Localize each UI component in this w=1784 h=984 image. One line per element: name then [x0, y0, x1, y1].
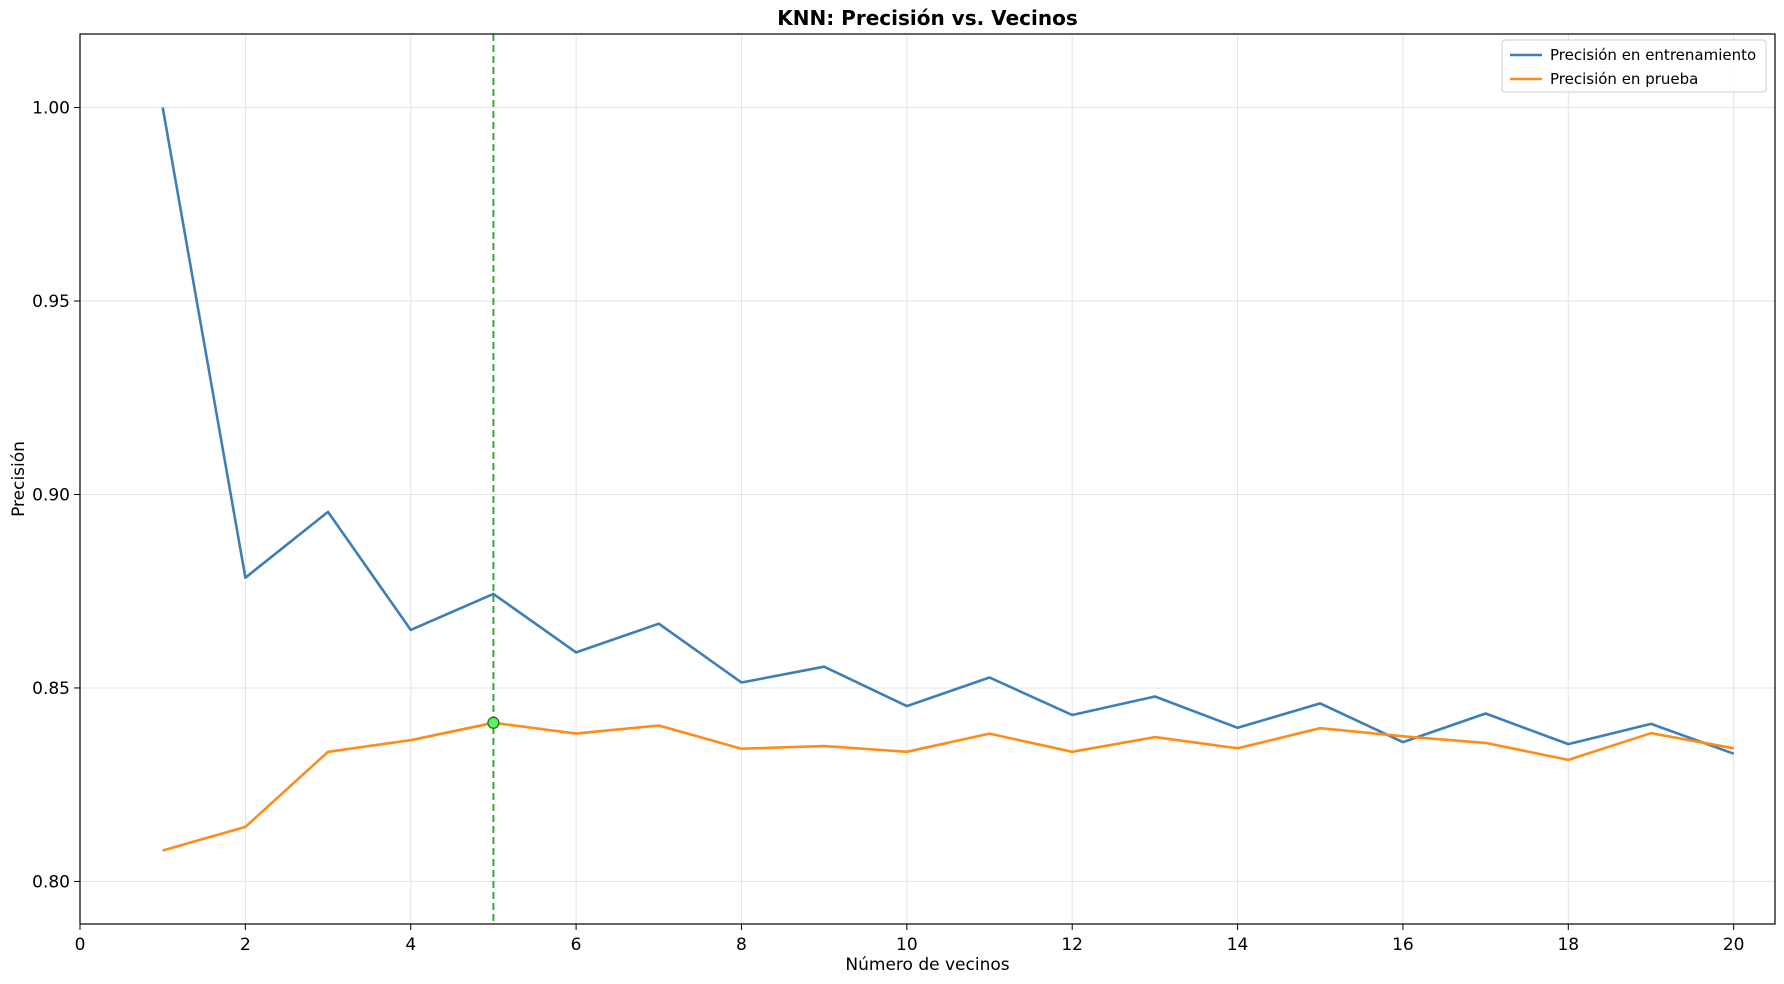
best-k-marker	[487, 716, 500, 729]
x-axis-ticks: 0 2 4 6 8 10 12 14 16 18 20	[75, 924, 1745, 955]
x-tick-label: 16	[1392, 935, 1414, 955]
plot-area-frame	[79, 33, 1776, 925]
series-lines	[161, 107, 1735, 852]
y-tick-label: 1.00	[32, 99, 70, 119]
x-tick-label: 0	[75, 935, 86, 955]
series-line-test	[162, 721, 1734, 852]
x-tick-label: 10	[896, 935, 918, 955]
x-tick-label: 14	[1227, 935, 1249, 955]
x-tick-label: 18	[1557, 935, 1579, 955]
legend-box	[1501, 39, 1767, 93]
x-tick-label: 12	[1061, 935, 1083, 955]
legend: Precisión en entrenamiento Precisión en …	[1501, 39, 1767, 93]
best-k-point	[487, 716, 500, 729]
chart-title: KNN: Precisión vs. Vecinos	[777, 6, 1077, 30]
legend-label-test: Precisión en prueba	[1550, 70, 1698, 88]
y-axis-label: Precisión	[9, 441, 29, 517]
x-tick-label: 8	[736, 935, 747, 955]
x-tick-label: 2	[240, 935, 251, 955]
y-tick-label: 0.95	[32, 292, 70, 312]
y-tick-label: 0.90	[32, 485, 70, 505]
x-tick-label: 6	[571, 935, 582, 955]
x-tick-label: 20	[1723, 935, 1745, 955]
legend-label-train: Precisión en entrenamiento	[1550, 46, 1756, 64]
x-axis-label: Número de vecinos	[845, 955, 1009, 975]
y-tick-label: 0.80	[32, 872, 70, 892]
series-line-train	[161, 107, 1735, 755]
grid-lines	[79, 34, 1775, 924]
x-tick-label: 4	[405, 935, 416, 955]
y-axis-ticks: 0.80 0.85 0.90 0.95 1.00	[32, 99, 80, 892]
y-tick-label: 0.85	[32, 679, 70, 699]
